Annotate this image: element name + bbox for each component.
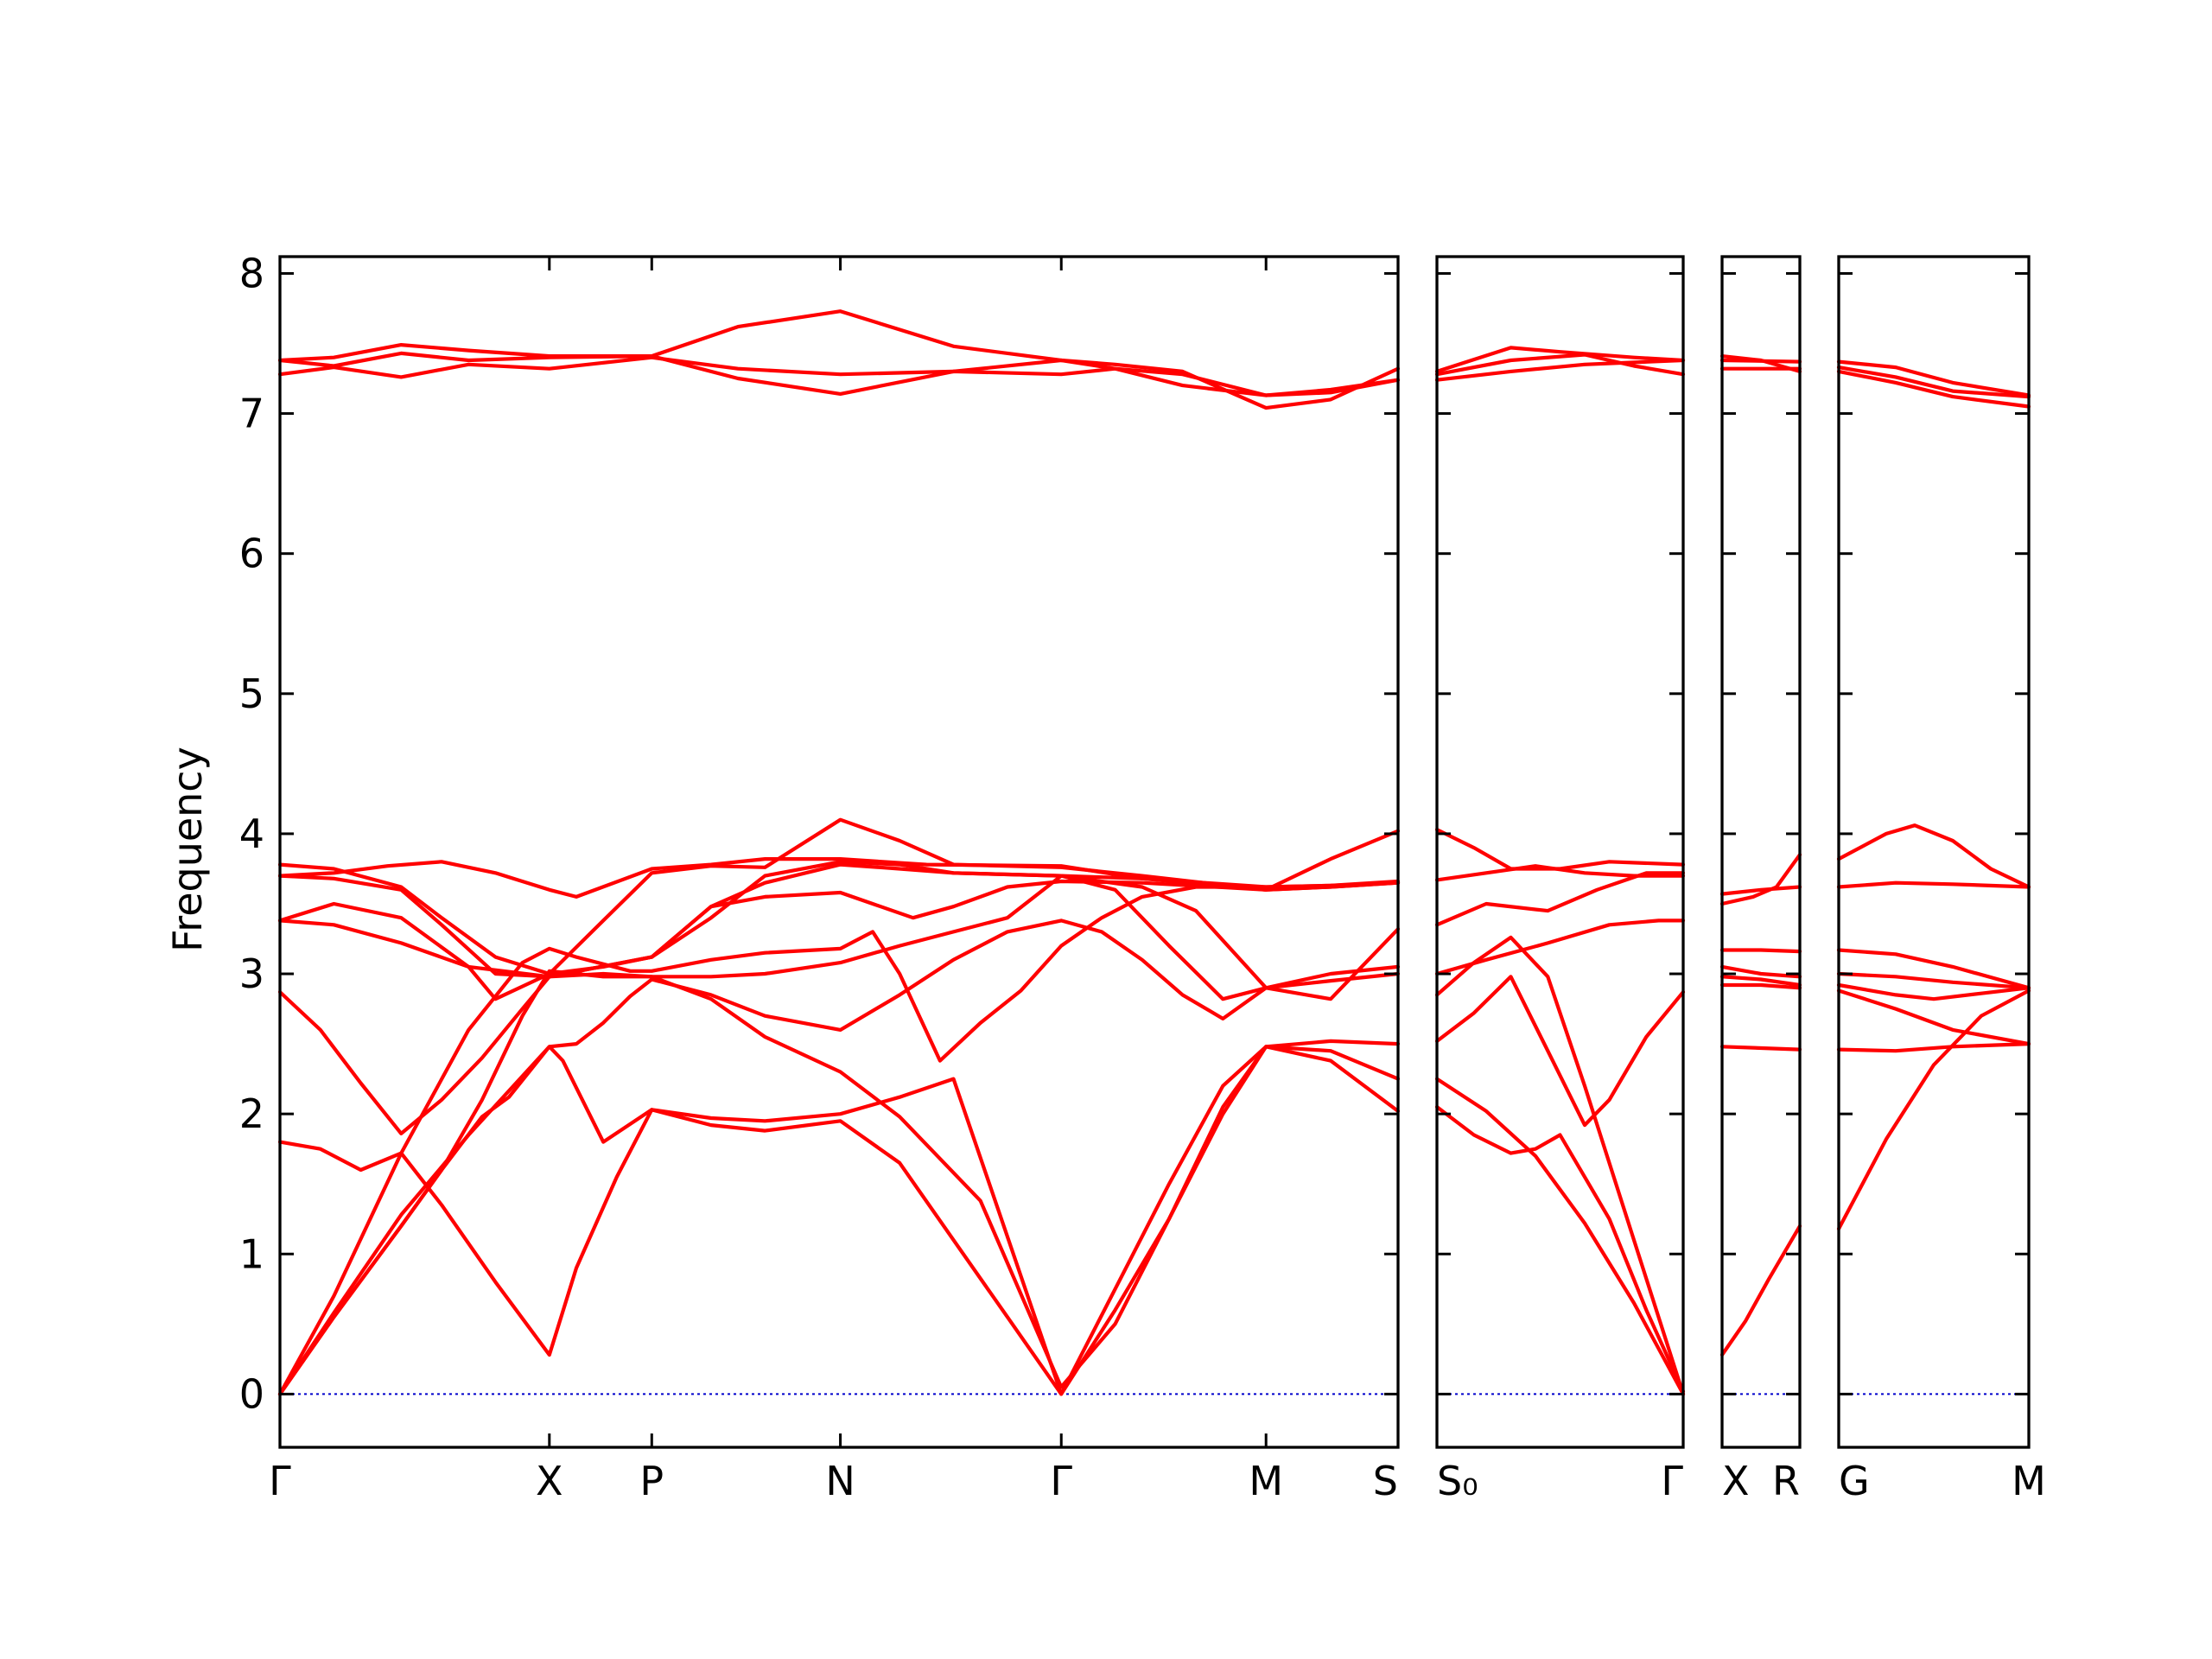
band-line-3-7 bbox=[1836, 823, 2031, 889]
band-line-3-2 bbox=[1836, 988, 2031, 1046]
y-tick-label: 2 bbox=[239, 1090, 264, 1137]
band-line-2-0 bbox=[1719, 1224, 1802, 1357]
band-line-2-3 bbox=[1719, 975, 1802, 988]
kpoint-label: R bbox=[1772, 1458, 1800, 1504]
band-line-1-5 bbox=[1434, 871, 1686, 927]
kpoint-label: X bbox=[1722, 1458, 1750, 1504]
band-line-0-11 bbox=[277, 355, 1401, 397]
y-axis-label: Frequency bbox=[164, 747, 211, 952]
y-tick-label: 4 bbox=[239, 810, 264, 857]
kpoint-label: S bbox=[1373, 1458, 1398, 1504]
band-line-3-10 bbox=[1836, 359, 2031, 397]
band-line-1-2 bbox=[1434, 975, 1686, 1128]
panel-frame bbox=[1720, 255, 1802, 1449]
band-line-1-0 bbox=[1434, 1077, 1686, 1396]
y-tick-label: 8 bbox=[239, 250, 264, 296]
band-line-1-8 bbox=[1434, 358, 1686, 382]
panel-0: 0 1 2 3 4 5 6 7 8 Γ X P N Γ M S bbox=[239, 250, 1401, 1504]
band-line-3-3 bbox=[1836, 982, 2031, 1001]
band-line-2-6 bbox=[1719, 853, 1802, 906]
y-tick-label: 0 bbox=[239, 1370, 264, 1417]
band-line-0-12 bbox=[277, 351, 1401, 410]
band-line-2-2 bbox=[1719, 982, 1802, 990]
kpoint-label: Γ bbox=[269, 1458, 291, 1504]
band-line-3-6 bbox=[1836, 880, 2031, 889]
band-line-2-4 bbox=[1719, 964, 1802, 979]
band-line-2-1 bbox=[1719, 1045, 1802, 1052]
band-line-1-10 bbox=[1434, 346, 1686, 373]
band-line-0-8 bbox=[277, 829, 1401, 979]
band-line-0-5 bbox=[277, 971, 1401, 1389]
kpoint-label: X bbox=[536, 1458, 563, 1504]
panel-frame bbox=[1435, 255, 1685, 1449]
band-line-3-8 bbox=[1836, 369, 2031, 409]
band-line-0-1 bbox=[277, 874, 1401, 1396]
band-line-0-6 bbox=[277, 879, 1401, 979]
band-line-0-13 bbox=[277, 309, 1401, 397]
band-line-3-9 bbox=[1836, 365, 2031, 399]
y-tick-label: 3 bbox=[239, 950, 264, 997]
kpoint-label: Γ bbox=[1050, 1458, 1072, 1504]
band-line-1-7 bbox=[1434, 828, 1686, 871]
band-line-3-4 bbox=[1836, 971, 2031, 990]
band-line-3-5 bbox=[1836, 948, 2031, 990]
y-tick-label: 7 bbox=[239, 391, 264, 437]
y-tick-label: 6 bbox=[239, 531, 264, 577]
kpoint-label: G bbox=[1839, 1458, 1870, 1504]
band-line-0-9 bbox=[277, 817, 1401, 976]
panel-1: S₀ Γ bbox=[1434, 255, 1686, 1504]
band-line-3-0 bbox=[1836, 988, 2031, 1231]
band-line-2-5 bbox=[1719, 948, 1802, 954]
kpoint-label: M bbox=[1249, 1458, 1283, 1504]
band-line-0-10 bbox=[277, 857, 1401, 899]
band-line-2-10 bbox=[1719, 354, 1802, 373]
y-tick-label: 1 bbox=[239, 1230, 264, 1277]
kpoint-label: S₀ bbox=[1437, 1458, 1478, 1504]
kpoint-label: M bbox=[2012, 1458, 2046, 1504]
band-line-3-1 bbox=[1836, 1042, 2031, 1053]
band-line-1-4 bbox=[1434, 918, 1686, 976]
kpoint-label: P bbox=[639, 1458, 664, 1504]
band-line-0-0 bbox=[277, 918, 1401, 1396]
band-line-1-1 bbox=[1434, 1105, 1686, 1394]
band-line-0-4 bbox=[277, 1045, 1401, 1396]
kpoint-label: Γ bbox=[1661, 1458, 1683, 1504]
kpoint-label: N bbox=[825, 1458, 855, 1504]
panel-frame bbox=[278, 255, 1400, 1449]
y-tick-label: 5 bbox=[239, 671, 264, 717]
band-line-2-7 bbox=[1719, 885, 1802, 896]
panel-frame bbox=[1837, 255, 2031, 1449]
band-line-0-7 bbox=[277, 860, 1401, 1001]
